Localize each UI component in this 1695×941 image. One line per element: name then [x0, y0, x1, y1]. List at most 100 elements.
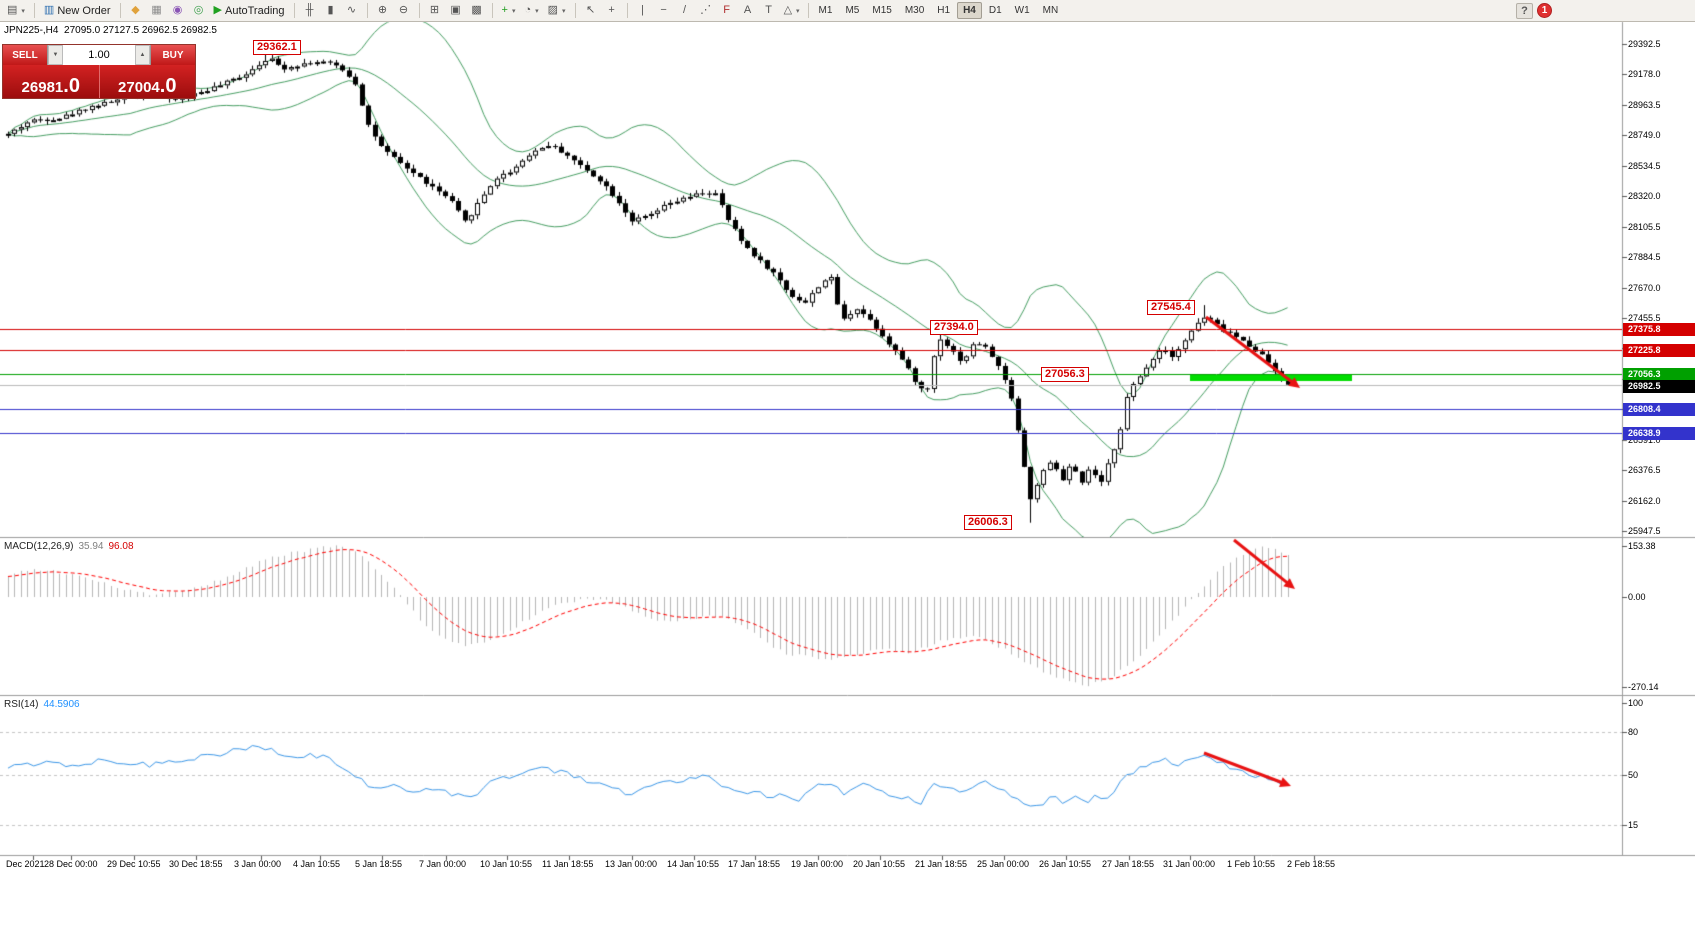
candlestick-chart-button[interactable]: ▮ — [321, 2, 341, 20]
text-button[interactable]: A — [738, 2, 758, 20]
deposit-button[interactable]: ◆ — [126, 2, 146, 20]
cascade-windows-icon: ▩ — [471, 4, 482, 16]
line-chart-icon: ∿ — [346, 4, 357, 16]
arrange-windows-icon: ▣ — [450, 4, 461, 16]
arrows-tool-icon: △ — [783, 4, 793, 16]
arrows-tool-button[interactable]: △ ▾ — [780, 2, 804, 20]
one-click-top-row: SELL ▼ 1.00 ▲ BUY — [3, 45, 195, 65]
community-icon: ◉ — [172, 4, 183, 16]
cursor-button[interactable]: ↖ — [581, 2, 601, 20]
line-chart-button[interactable]: ∿ — [342, 2, 362, 20]
autotrading-button[interactable]: ▶ AutoTrading — [210, 2, 289, 20]
search-icon: ◎ — [193, 4, 204, 16]
templates-icon: ▨ — [547, 4, 559, 16]
dropdown-caret-icon: ▾ — [535, 7, 539, 15]
tile-windows-button[interactable]: ⊞ — [425, 2, 445, 20]
timeframe-toolbar: M1 M5 M15 M30 H1 H4 D1 W1 MN — [813, 2, 1065, 19]
trendline-icon: / — [683, 4, 687, 16]
new-order-label: New Order — [57, 4, 111, 17]
toolbar: ▤ ▾ ▥ New Order ◆ ▦ ◉ ◎ ▶ AutoTrading ╫ ▮ ∿ ⊕ ⊖ ⊞ ▣ ▩ + ▾ ◔ ▾… — [0, 0, 1695, 22]
sell-price-frac: .0 — [63, 75, 80, 97]
vertical-line-button[interactable]: | — [633, 2, 653, 20]
toolbar-separator — [366, 3, 368, 18]
toolbar-separator — [574, 3, 576, 18]
timeframe-mn-button[interactable]: MN — [1042, 5, 1059, 16]
timeframe-h4-button[interactable]: H4 — [957, 2, 982, 19]
print-button[interactable]: ▦ — [147, 2, 167, 20]
volume-increase-button[interactable]: ▲ — [135, 45, 150, 65]
timeframe-m15-button[interactable]: M15 — [872, 5, 892, 16]
zoom-in-icon: ⊕ — [377, 4, 388, 16]
toolbar-separator — [119, 3, 121, 18]
sell-button[interactable]: SELL — [3, 45, 47, 65]
trendline-button[interactable]: / — [675, 2, 695, 20]
timeframe-w1-button[interactable]: W1 — [1014, 5, 1030, 16]
toolbar-separator — [418, 3, 420, 18]
horizontal-line-button[interactable]: − — [654, 2, 674, 20]
periods-icon: ◔ — [524, 4, 532, 16]
fibonacci-button[interactable]: F — [717, 2, 737, 20]
new-order-icon: ▥ — [43, 4, 55, 16]
autotrading-icon: ▶ — [213, 4, 222, 16]
notification-badge[interactable]: 1 — [1537, 3, 1552, 18]
equidistant-channel-icon: ⋰ — [700, 4, 712, 16]
new-order-button[interactable]: ▥ New Order — [40, 2, 115, 20]
vertical-line-icon: | — [641, 4, 644, 16]
dropdown-caret-icon: ▾ — [511, 7, 516, 15]
timeframe-h1-button[interactable]: H1 — [937, 5, 951, 16]
dropdown-caret-icon: ▾ — [796, 7, 800, 15]
help-button[interactable]: ? — [1516, 3, 1533, 19]
search-button[interactable]: ◎ — [189, 2, 209, 20]
sell-price-main: 26981 — [21, 79, 64, 96]
print-icon: ▦ — [151, 4, 162, 16]
one-click-trading-panel: SELL ▼ 1.00 ▲ BUY 26981 .0 27004 .0 — [2, 44, 196, 99]
timeframe-m1-button[interactable]: M1 — [818, 5, 833, 16]
timeframe-m30-button[interactable]: M30 — [904, 5, 925, 16]
arrange-windows-button[interactable]: ▣ — [446, 2, 466, 20]
text-label-button[interactable]: T — [759, 2, 779, 20]
text-label-icon: T — [765, 4, 772, 16]
toolbar-separator — [807, 3, 809, 18]
templates-button[interactable]: ▨ ▾ — [544, 2, 570, 20]
bar-chart-button[interactable]: ╫ — [300, 2, 320, 20]
cascade-windows-button[interactable]: ▩ — [467, 2, 487, 20]
timeframe-m5-button[interactable]: M5 — [845, 5, 860, 16]
zoom-in-button[interactable]: ⊕ — [373, 2, 393, 20]
candlestick-chart-icon: ▮ — [327, 4, 334, 16]
new-chart-icon: + — [501, 4, 508, 16]
buy-price-frac: .0 — [159, 75, 177, 97]
deposit-icon: ◆ — [131, 4, 140, 16]
dropdown-caret-icon: ▾ — [21, 7, 25, 15]
bar-chart-icon: ╫ — [305, 4, 314, 16]
periods-button[interactable]: ◔ ▾ — [520, 2, 542, 20]
volume-input[interactable]: 1.00 — [88, 49, 110, 61]
caret-down-icon: ▼ — [52, 52, 59, 58]
toolbar-separator — [293, 3, 295, 18]
toolbar-separator — [626, 3, 628, 18]
new-chart-button[interactable]: + ▾ — [498, 2, 520, 20]
volume-control: ▼ 1.00 ▲ — [47, 45, 151, 65]
sell-price-button[interactable]: 26981 .0 — [3, 65, 99, 98]
tile-windows-icon: ⊞ — [429, 4, 440, 16]
toolbar-items: ▤ ▾ ▥ New Order ◆ ▦ ◉ ◎ ▶ AutoTrading ╫ ▮ ∿ ⊕ ⊖ ⊞ ▣ ▩ + ▾ ◔ ▾… — [3, 2, 804, 20]
crosshair-icon: + — [608, 4, 615, 16]
chart-window-button[interactable]: ▤ ▾ — [3, 2, 29, 20]
timeframe-d1-button[interactable]: D1 — [988, 5, 1002, 16]
buy-button[interactable]: BUY — [151, 45, 195, 65]
chart-window-icon: ▤ — [7, 4, 18, 16]
equidistant-channel-button[interactable]: ⋰ — [696, 2, 716, 20]
volume-decrease-button[interactable]: ▼ — [48, 45, 63, 65]
autotrading-label: AutoTrading — [224, 4, 285, 17]
toolbar-separator — [491, 3, 493, 18]
zoom-out-button[interactable]: ⊖ — [394, 2, 414, 20]
buy-price-button[interactable]: 27004 .0 — [98, 65, 196, 98]
crosshair-button[interactable]: + — [602, 2, 622, 20]
community-button[interactable]: ◉ — [168, 2, 188, 20]
buy-price-main: 27004 — [118, 79, 160, 96]
one-click-price-row: 26981 .0 27004 .0 — [3, 65, 195, 98]
text-icon: A — [743, 4, 752, 16]
fibonacci-icon: F — [723, 4, 730, 16]
horizontal-line-icon: − — [660, 4, 667, 16]
